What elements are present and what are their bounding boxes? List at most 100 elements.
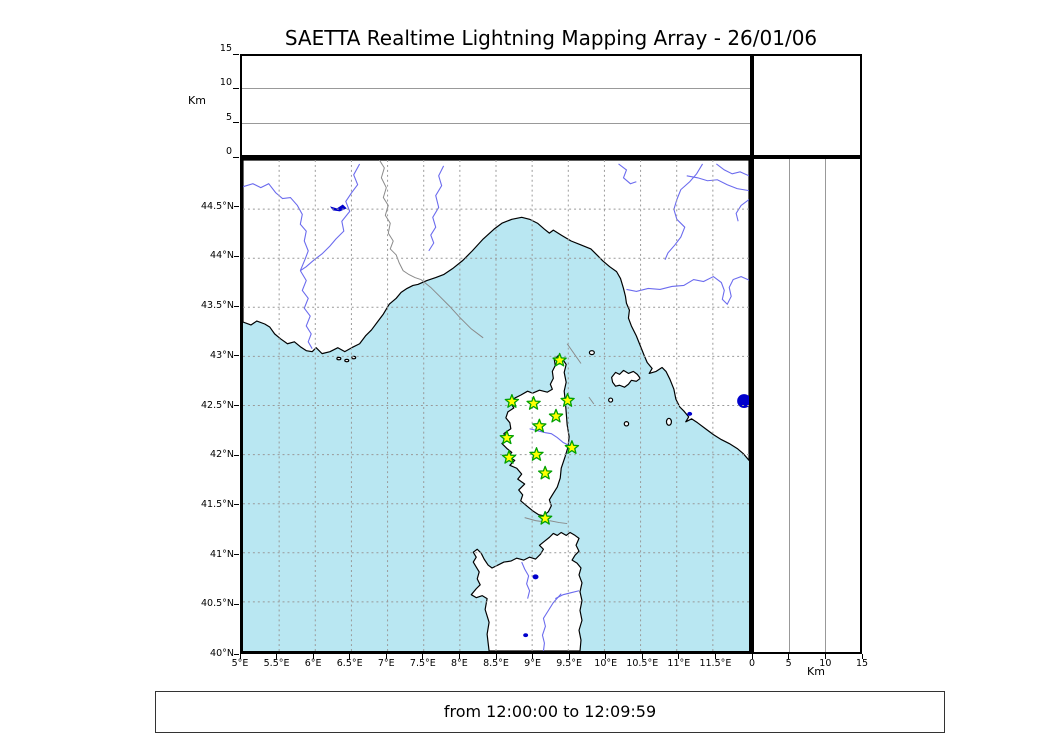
alt-km-tick bbox=[233, 53, 239, 55]
elba-island bbox=[611, 369, 641, 388]
lagoon bbox=[687, 411, 693, 416]
alt-panel-gridline bbox=[788, 159, 790, 652]
mainland-france-italy-coast bbox=[243, 160, 749, 461]
maritime-boundary bbox=[420, 279, 484, 339]
lon-tick-label: 9°E bbox=[524, 658, 541, 669]
alt-km-tick-label: 5 bbox=[225, 111, 232, 123]
map-lon-tick bbox=[678, 654, 680, 659]
map-lon-tick bbox=[276, 654, 278, 659]
alt-km-tick-label: 15 bbox=[855, 658, 869, 669]
lon-tick-label: 7°E bbox=[377, 658, 395, 669]
lon-tick-label: 8.5°E bbox=[483, 658, 509, 669]
alpine-lake bbox=[329, 204, 347, 212]
map-panel bbox=[240, 157, 752, 654]
station-star-marker bbox=[499, 430, 515, 445]
river bbox=[299, 270, 313, 349]
time-range-text: from 12:00:00 to 12:09:59 bbox=[443, 702, 657, 721]
lat-tick-label: 43°N bbox=[210, 349, 234, 361]
river bbox=[428, 165, 445, 252]
lon-tick-label: 11.5°E bbox=[699, 658, 732, 669]
station-star-marker bbox=[552, 352, 567, 367]
lon-tick-label: 11°E bbox=[667, 658, 691, 669]
map-lon-tick bbox=[641, 654, 643, 659]
lon-tick-label: 10°E bbox=[594, 658, 618, 669]
lat-tick-label: 44.5°N bbox=[200, 200, 234, 212]
map-lon-tick bbox=[385, 654, 387, 659]
station-star-marker bbox=[504, 393, 520, 408]
maritime-boundary bbox=[588, 396, 595, 405]
lat-tick-label: 41.5°N bbox=[200, 498, 234, 510]
map-lon-tick bbox=[605, 654, 607, 659]
rivers-group bbox=[243, 163, 749, 651]
montecristo-island bbox=[623, 421, 630, 427]
alt-km-tick-label: 10 bbox=[819, 658, 832, 669]
alt-km-tick-label: 15 bbox=[219, 43, 232, 54]
river bbox=[664, 163, 704, 260]
station-star-marker bbox=[529, 447, 544, 461]
lat-tick-label: 41°N bbox=[210, 548, 234, 560]
map-lat-tick bbox=[234, 603, 239, 605]
map-lon-tick bbox=[532, 654, 534, 659]
station-star-marker bbox=[537, 465, 553, 480]
alt-km-tick bbox=[233, 156, 239, 158]
lat-tick-label: 43.5°N bbox=[200, 300, 234, 312]
alt-km-tick-label: 0 bbox=[748, 658, 756, 669]
station-star-marker bbox=[526, 395, 541, 410]
river bbox=[618, 163, 637, 185]
station-star-marker bbox=[537, 510, 553, 525]
map-lon-tick bbox=[349, 654, 351, 659]
map-lat-tick bbox=[234, 554, 239, 556]
lat-tick-label: 44°N bbox=[210, 250, 234, 262]
station-star-marker bbox=[548, 408, 564, 423]
lakes-group bbox=[329, 204, 749, 638]
lon-tick-label: 10.5°E bbox=[626, 658, 659, 669]
hyeres-island bbox=[336, 356, 342, 361]
alt-panel-gridline bbox=[825, 159, 827, 652]
river bbox=[716, 163, 749, 177]
map-lon-tick bbox=[422, 654, 424, 659]
sardinia-coast bbox=[470, 531, 583, 651]
country-boundary-group bbox=[378, 160, 595, 525]
river bbox=[626, 275, 749, 306]
alt-vs-lat-panel bbox=[752, 157, 862, 654]
graticule-group bbox=[243, 160, 749, 651]
lon-tick-label: 8°E bbox=[451, 658, 468, 669]
map-lon-tick bbox=[568, 654, 570, 659]
alt-km-tick bbox=[788, 654, 790, 659]
map-lat-tick bbox=[234, 653, 239, 655]
lon-tick-label: 9.5°E bbox=[556, 658, 583, 669]
station-star-marker bbox=[532, 418, 547, 433]
stations-group bbox=[499, 352, 580, 525]
lake-bolsena bbox=[737, 394, 749, 408]
sardinia-lake bbox=[523, 633, 529, 638]
alt-km-tick bbox=[233, 122, 239, 124]
maritime-boundary bbox=[524, 517, 543, 523]
maritime-boundary bbox=[566, 343, 582, 364]
pianosa-island bbox=[608, 397, 614, 403]
lat-tick-label: 42°N bbox=[210, 449, 234, 461]
km-axis-label-right: Km bbox=[807, 665, 825, 678]
map-lat-tick bbox=[234, 305, 239, 307]
map-svg bbox=[243, 160, 749, 651]
page-title: SAETTA Realtime Lightning Mapping Array … bbox=[284, 26, 818, 50]
lat-tick-label: 40°N bbox=[210, 648, 234, 659]
france-italy-border bbox=[378, 160, 422, 281]
alt-km-tick bbox=[751, 654, 753, 659]
river bbox=[686, 175, 749, 192]
alt-km-tick-label: 5 bbox=[785, 658, 792, 669]
map-lat-tick bbox=[234, 255, 239, 257]
lon-tick-label: 6.5°E bbox=[336, 658, 363, 669]
lon-tick-label: 5°E bbox=[231, 658, 249, 669]
map-lat-tick bbox=[234, 206, 239, 208]
map-lon-tick bbox=[458, 654, 460, 659]
alt-km-tick-label: 0 bbox=[225, 146, 232, 157]
lon-tick-label: 7.5°E bbox=[409, 658, 436, 669]
giglio-island bbox=[665, 417, 673, 426]
alt-panel-gridline bbox=[242, 88, 750, 90]
lon-tick-label: 6°E bbox=[304, 658, 322, 669]
capraia-island bbox=[588, 350, 595, 356]
river bbox=[555, 590, 580, 600]
alt-km-tick bbox=[233, 87, 239, 89]
lat-tick-label: 42.5°N bbox=[200, 399, 234, 411]
